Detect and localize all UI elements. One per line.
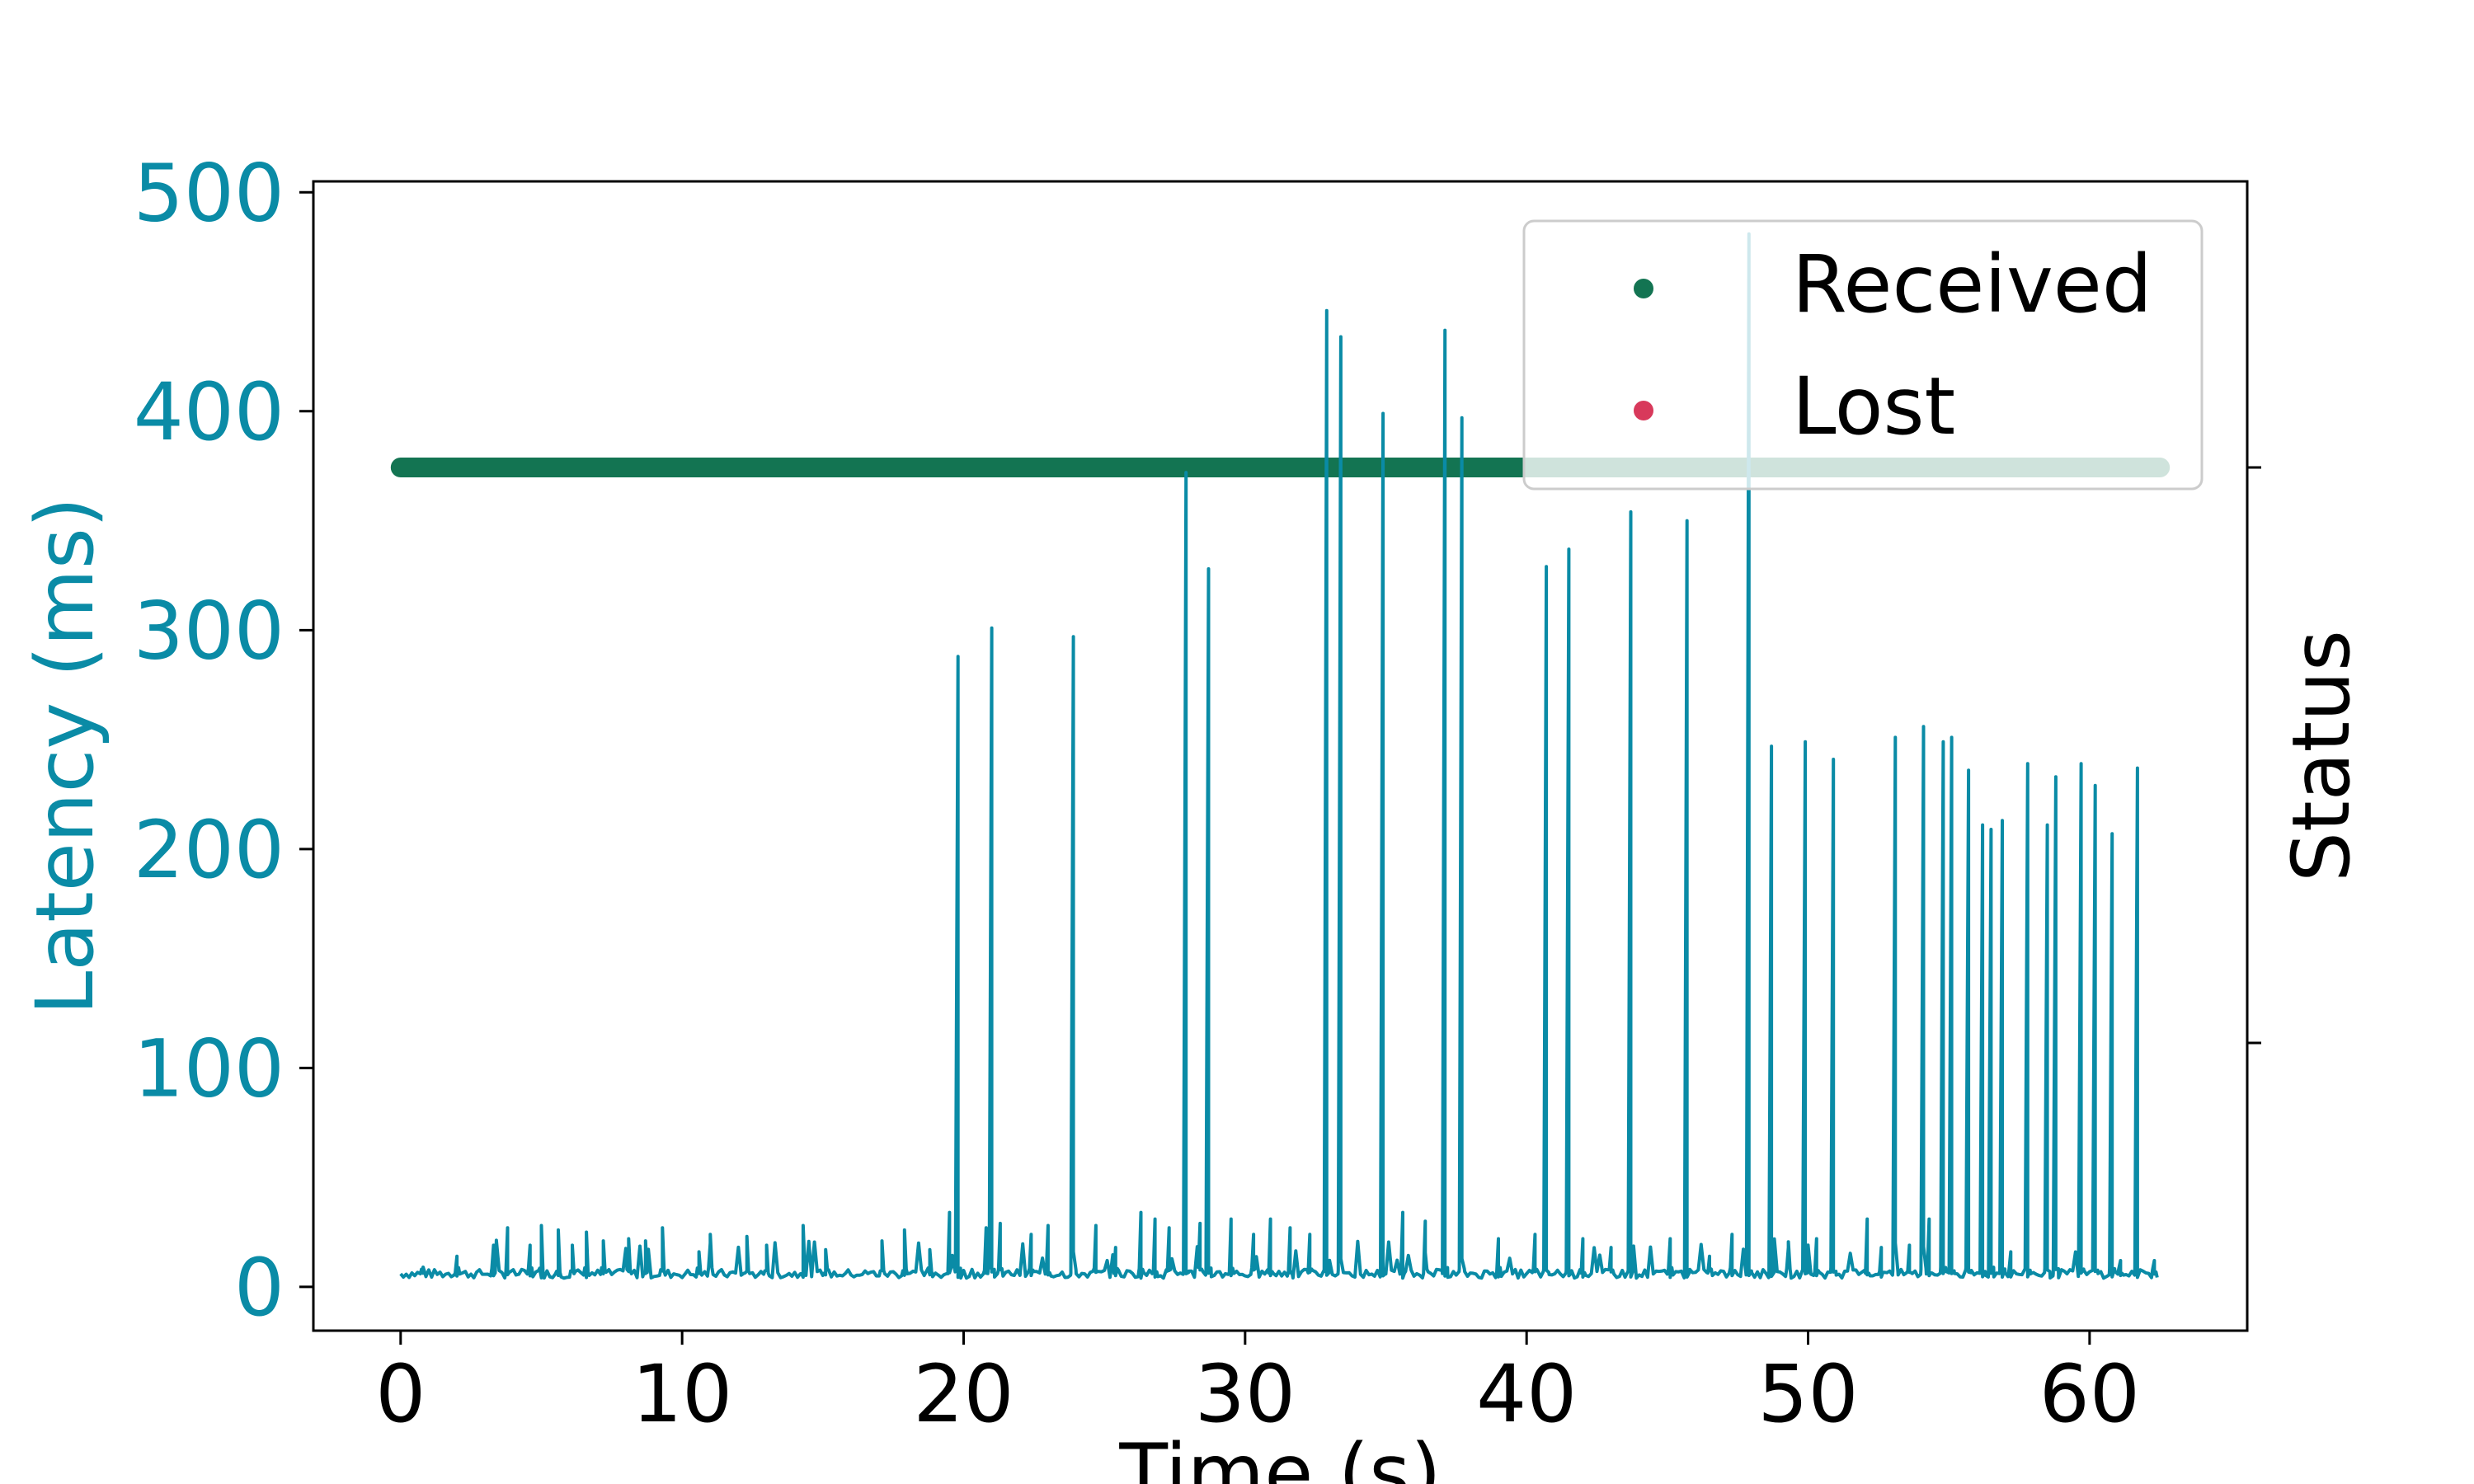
x-tick-label: 30 bbox=[1195, 1348, 1296, 1440]
y-tick-label: 200 bbox=[134, 804, 285, 896]
x-axis: 0 10 20 30 40 50 60 bbox=[375, 1331, 2140, 1440]
x-tick-label: 10 bbox=[632, 1348, 732, 1440]
x-tick-label: 60 bbox=[2039, 1348, 2140, 1440]
y-tick-label: 500 bbox=[134, 147, 285, 239]
x-axis-label: Time (s) bbox=[1118, 1427, 1441, 1484]
y-axis-label: Latency (ms) bbox=[19, 497, 111, 1015]
x-tick-label: 0 bbox=[375, 1348, 426, 1440]
legend-marker-lost bbox=[1634, 401, 1653, 420]
y-tick-label: 0 bbox=[234, 1242, 285, 1334]
latency-line bbox=[399, 232, 2159, 1280]
x-tick-label: 50 bbox=[1757, 1348, 1858, 1440]
y-axis-right bbox=[2247, 466, 2261, 1045]
y-axis-left: 0 100 200 300 400 500 bbox=[134, 147, 313, 1334]
axes-frame bbox=[312, 180, 2249, 1332]
legend-box bbox=[1522, 219, 2204, 491]
right-axis-label: Status bbox=[2275, 630, 2368, 882]
y-tick-label: 400 bbox=[134, 366, 285, 458]
latency-line-layer bbox=[399, 232, 2159, 1280]
x-tick-label: 40 bbox=[1476, 1348, 1577, 1440]
y-tick-label: 300 bbox=[134, 585, 285, 677]
legend-marker-received bbox=[1634, 279, 1653, 298]
y-tick-label: 100 bbox=[134, 1022, 285, 1115]
legend-label-received: Received bbox=[1792, 238, 2152, 331]
legend-label-lost: Lost bbox=[1792, 360, 1955, 453]
x-tick-label: 20 bbox=[913, 1348, 1014, 1440]
legend: Received Lost bbox=[1522, 219, 2204, 491]
axes-border bbox=[312, 180, 2249, 1332]
